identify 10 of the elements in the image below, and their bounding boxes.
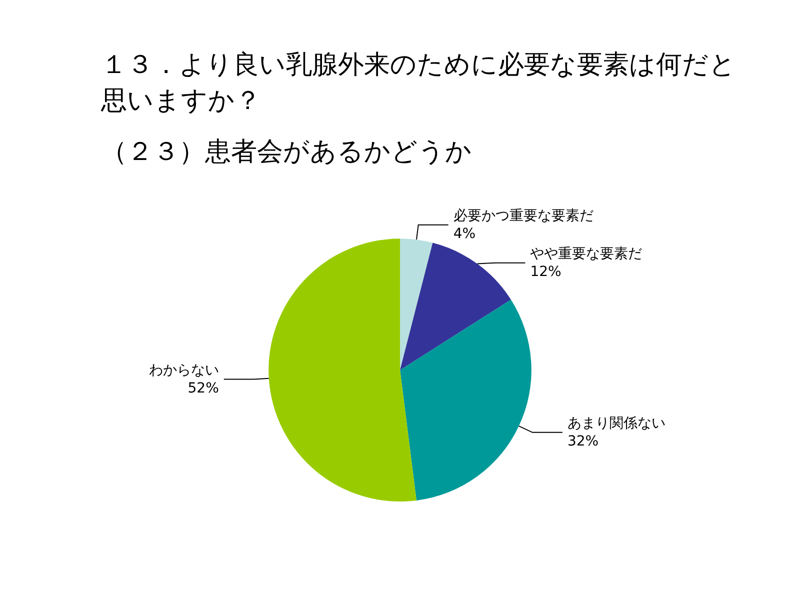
slice-label: わからない: [148, 362, 219, 378]
chart-subtitle: （２３）患者会があるかどうか: [101, 137, 472, 167]
data-label: 52%: [188, 380, 219, 396]
data-label: 12%: [530, 264, 562, 280]
slice-label: 必要かつ重要な要素だ: [453, 208, 594, 224]
slice-label: あまり関係ない: [567, 415, 666, 432]
slice-label: やや重要な要素だ: [530, 246, 642, 262]
data-label: 4%: [453, 226, 476, 242]
data-label: 32%: [567, 433, 599, 450]
chart-title: １３．より良い乳腺外来のために必要な要素は何だと思いますか？: [100, 50, 736, 116]
